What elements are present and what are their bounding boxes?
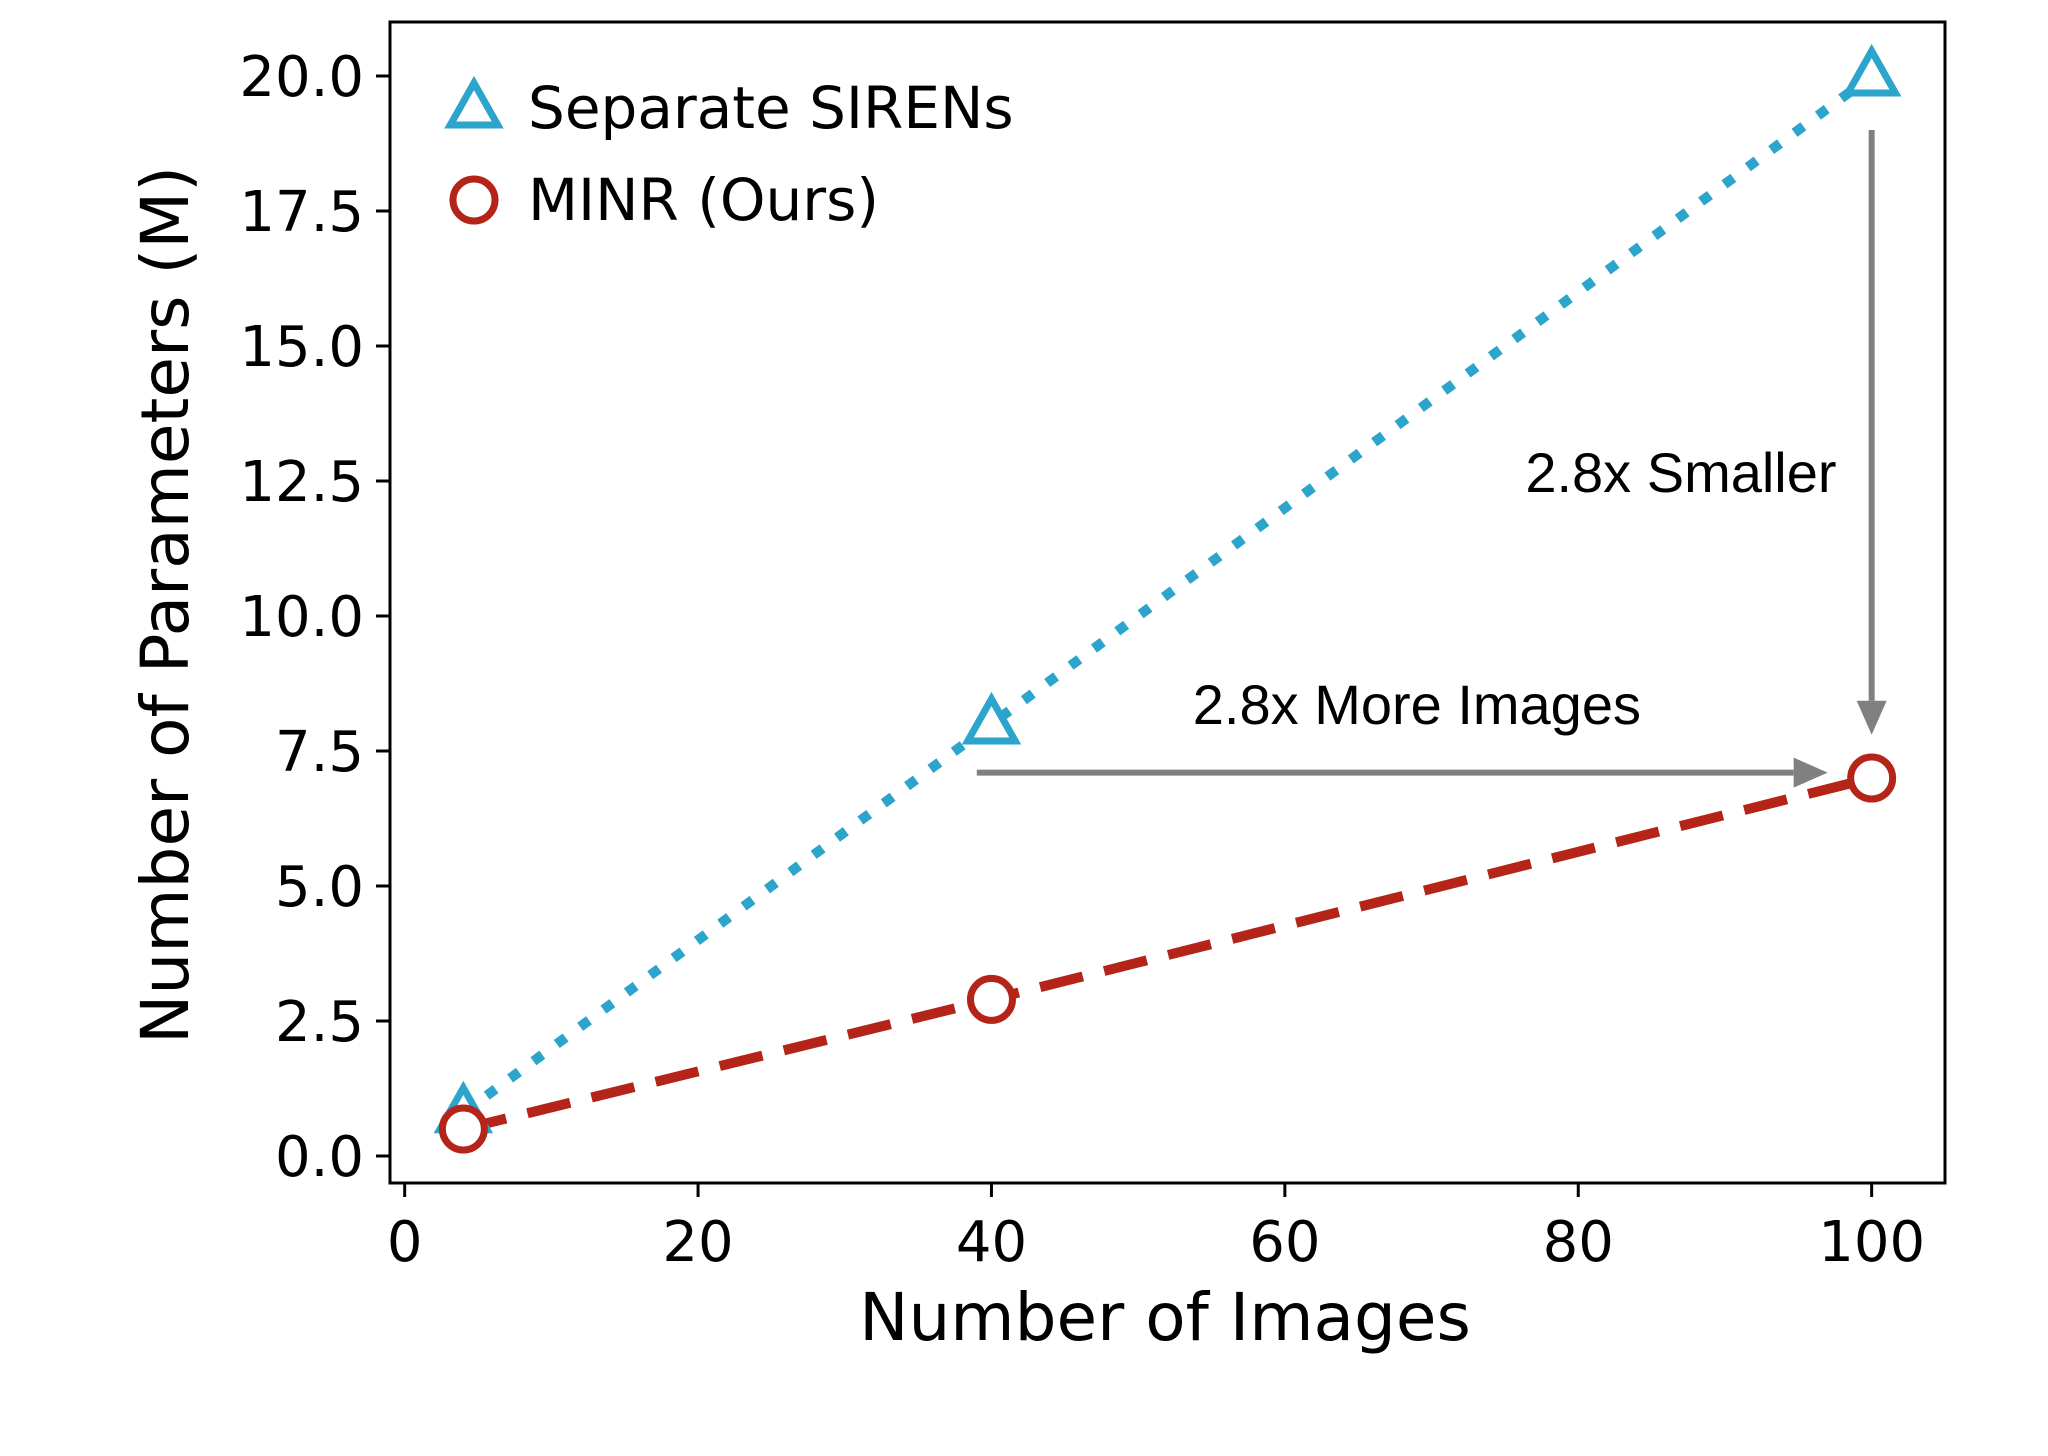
series-1-point [438,1104,488,1154]
x-tick-label: 0 [387,1210,423,1275]
y-tick-label: 7.5 [275,720,364,785]
y-tick-label: 20.0 [239,45,364,110]
y-tick-label: 17.5 [239,180,364,245]
annotation-arrow-head [1793,757,1828,788]
annotations: 2.8x More Images 2.8x Smaller [976,130,1887,788]
legend-label-0: Separate SIRENs [528,74,1014,142]
x-tick-label: 80 [1543,1210,1614,1275]
x-tick-label: 40 [956,1210,1027,1275]
series-0-point [1841,43,1902,97]
legend: Separate SIRENs MINR (Ours) [444,74,1014,234]
series-1-point [966,974,1016,1024]
annotation-arrow-head [1856,700,1887,735]
y-tick-label: 0.0 [275,1125,364,1190]
legend-marker-0 [444,75,504,129]
plot-area [388,20,1947,1185]
y-axis-title: Number of Parameters (M) [127,166,204,1044]
axis-ticks: 0 20 40 60 80 100 0.0 2.5 5.0 7.5 10.0 12.5 15.0 17.5… [239,45,1925,1275]
series-markers [433,43,1902,1154]
plot-frame [388,20,1947,1185]
legend-marker-1 [449,175,499,225]
y-tick-label: 12.5 [239,450,364,515]
y-tick-label: 10.0 [239,585,364,650]
x-tick-label: 60 [1249,1210,1320,1275]
series-0-point [961,691,1022,745]
annotation-label-0: 2.8x More Images [1193,673,1641,736]
series-1-point [1847,753,1897,803]
annotation-label-1: 2.8x Smaller [1525,441,1836,504]
x-tick-label: 20 [662,1210,733,1275]
y-tick-label: 2.5 [275,990,364,1055]
x-tick-label: 100 [1818,1210,1925,1275]
x-axis-title: Number of Images [859,1279,1471,1356]
legend-label-1: MINR (Ours) [528,166,879,234]
y-tick-label: 5.0 [275,855,364,920]
y-tick-label: 15.0 [239,315,364,380]
